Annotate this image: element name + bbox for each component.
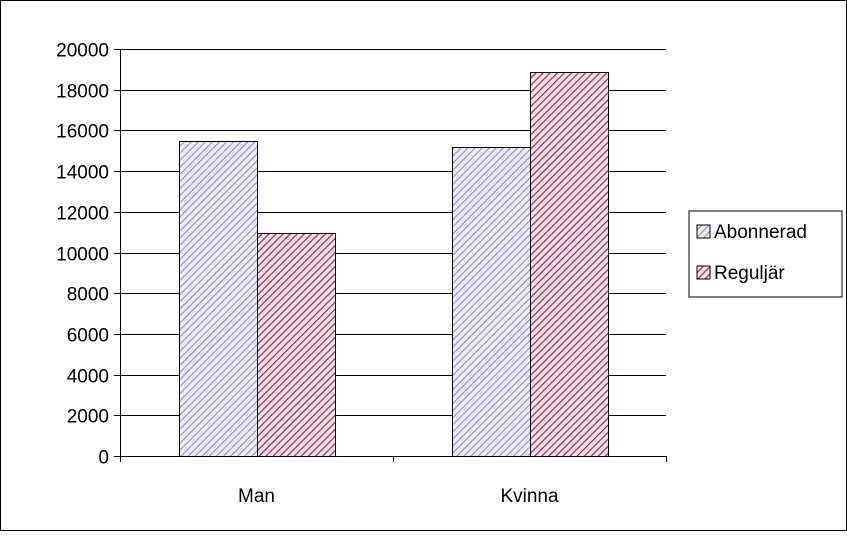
axes [114,49,667,462]
legend-box [688,210,843,298]
legend-swatch-reguljar [696,265,711,280]
y-tick-label: 6000 [67,326,109,347]
legend-swatch-abonnerad [696,224,711,239]
tick-labels: 0 2000 4000 6000 8000 10000 12000 14000 16000 180… [56,41,559,508]
y-tick-label: 10000 [56,245,109,266]
y-tick-label: 2000 [67,407,109,428]
y-tick-label: 12000 [56,204,109,225]
legend-label-abonnerad: Abonnerad [714,222,807,243]
x-tick-label: Kvinna [500,486,559,507]
legend-label-reguljar: Reguljär [714,263,785,284]
y-tick-label: 14000 [56,163,109,184]
y-tick-label: 20000 [56,41,109,62]
y-tick-label: 16000 [56,122,109,143]
x-tick-label: Man [238,486,275,507]
y-tick-label: 18000 [56,82,109,103]
bar-abonnerad-kvinna [452,147,531,457]
bar-regulj-r-kvinna [530,72,609,457]
y-tick-label: 4000 [67,367,109,388]
y-tick-label: 8000 [67,285,109,306]
bar-regulj-r-man [257,233,336,457]
y-tick-label: 0 [98,448,109,469]
bar-abonnerad-man [179,141,258,457]
legend: Abonnerad Reguljär [688,210,843,298]
